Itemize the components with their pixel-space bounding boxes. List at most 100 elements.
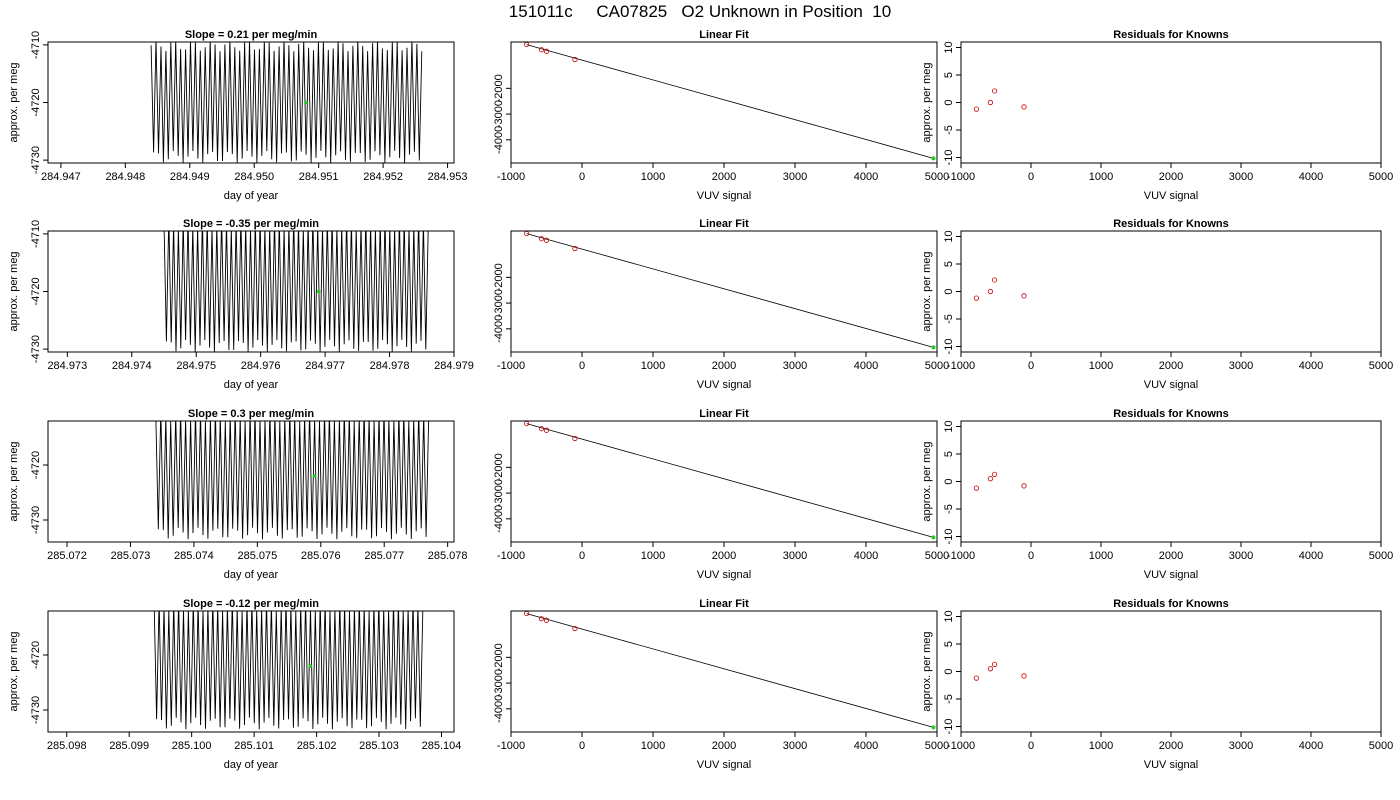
data-layer [524,231,936,350]
y-tick-label: -2000 [493,453,505,481]
y-tick-label: -3000 [493,479,505,507]
x-tick-label: -1000 [497,740,525,752]
x-tick-label: 284.951 [299,171,339,183]
unknown-point [931,156,936,161]
x-axis-label: day of year [224,759,279,771]
panel-linear-fit-2: Linear Fit -1000 0 1000 2000 3000 4000 5000 -400… [493,218,949,391]
data-layer [524,611,936,730]
data-layer [163,231,429,352]
fit-line [526,233,934,348]
x-axis-label: VUV signal [697,759,751,771]
x-tick-label: 284.952 [363,171,403,183]
x-tick-label: 285.076 [301,550,341,562]
known-point [538,47,545,53]
y-tick-label: -2000 [493,643,505,671]
x-tick-label: 0 [579,171,585,183]
data-trace-line [155,421,430,540]
x-tick-label: 285.100 [172,740,212,752]
x-tick-label: 3000 [1229,360,1253,372]
panel-residuals-1: Residuals for Knowns -1000 0 1000 2000 3000 40… [921,29,1393,202]
x-tick-label: -1000 [947,550,975,562]
x-tick-label: 2000 [1159,171,1183,183]
data-layer [524,42,936,161]
x-tick-label: 0 [579,550,585,562]
figure-title: 151011c CA07825 O2 Unknown in Position 1… [508,2,892,21]
known-point [543,617,550,623]
panel-linear-fit-3: Linear Fit -1000 0 1000 2000 3000 4000 5000 -400… [493,408,949,581]
x-tick-label: 285.104 [422,740,462,752]
y-axis-label: approx. per meg [921,62,933,142]
plot-frame [510,41,938,164]
x-axis-label: VUV signal [697,569,751,581]
data-layer [973,471,1027,491]
y-tick-label: -4000 [493,126,505,154]
panel-residuals-3: Residuals for Knowns -1000 0 1000 2000 3000 40… [921,408,1393,581]
y-tick-label: 10 [943,41,955,53]
y-tick-label: -4710 [30,220,42,248]
x-tick-label: 285.074 [174,550,214,562]
unknown-point [316,289,321,294]
x-tick-label: 1000 [641,550,665,562]
y-tick-label: -4730 [30,506,42,534]
x-tick-label: 2000 [1159,360,1183,372]
x-tick-label: 3000 [1229,550,1253,562]
panel-residuals-4: Residuals for Knowns -1000 0 1000 2000 3000 40… [921,598,1393,771]
x-tick-label: 1000 [1089,171,1113,183]
unknown-point [931,535,936,540]
unknown-point [931,725,936,730]
x-tick-label: 5000 [925,360,949,372]
x-tick-label: 284.974 [112,360,152,372]
y-tick-label: -3000 [493,100,505,128]
x-tick-label: 285.073 [111,550,151,562]
y-tick-label: 10 [943,230,955,242]
x-tick-label: 284.953 [428,171,468,183]
x-tick-label: 5000 [1369,550,1393,562]
x-tick-label: 0 [579,740,585,752]
y-tick-label: -4730 [30,146,42,174]
x-tick-label: 4000 [1299,550,1323,562]
x-tick-label: 284.973 [47,360,87,372]
known-point [543,237,550,243]
panel-slope-3: Slope = 0.3 per meg/min 285.072 285.073 285… [8,408,468,581]
data-layer [150,42,423,163]
x-axis-label: VUV signal [1144,190,1198,202]
x-tick-label: 5000 [925,740,949,752]
x-tick-label: 0 [579,360,585,372]
y-axis-label: approx. per meg [8,631,20,711]
x-tick-label: 5000 [1369,360,1393,372]
y-tick-label: -4720 [30,88,42,116]
x-tick-label: -1000 [497,171,525,183]
fit-line [526,423,934,538]
panel-slope-4: Slope = -0.12 per meg/min 285.098 285.099 2… [8,598,461,771]
x-tick-label: 1000 [1089,740,1113,752]
x-tick-label: 5000 [925,171,949,183]
panel-linear-fit-1: Linear Fit -1000 0 1000 2000 3000 4000 5000 -400… [493,29,949,202]
x-tick-label: 0 [1028,171,1034,183]
y-tick-label: 5 [943,451,955,457]
y-tick-label: -3000 [493,669,505,697]
y-tick-label: 0 [943,478,955,484]
y-tick-label: -2000 [493,74,505,102]
x-axis-label: day of year [224,569,279,581]
x-tick-label: 284.950 [234,171,274,183]
y-tick-label: -3000 [493,289,505,317]
x-tick-label: -1000 [947,360,975,372]
x-tick-label: 3000 [1229,171,1253,183]
x-tick-label: 285.072 [47,550,87,562]
panel-title: Slope = 0.21 per meg/min [185,29,318,41]
x-tick-label: 4000 [1299,740,1323,752]
plot-frame [960,230,1382,353]
x-tick-label: 0 [1028,360,1034,372]
y-tick-label: -4000 [493,695,505,723]
data-layer [153,611,424,730]
x-tick-label: 2000 [1159,740,1183,752]
x-tick-label: 284.978 [370,360,410,372]
x-tick-label: 285.098 [47,740,87,752]
panel-residuals-2: Residuals for Knowns -1000 0 1000 2000 3000 40… [921,218,1393,391]
x-tick-label: 4000 [1299,360,1323,372]
panel-title: Linear Fit [699,408,749,420]
x-tick-label: -1000 [947,740,975,752]
residual-point [973,106,980,112]
data-layer [155,421,430,540]
